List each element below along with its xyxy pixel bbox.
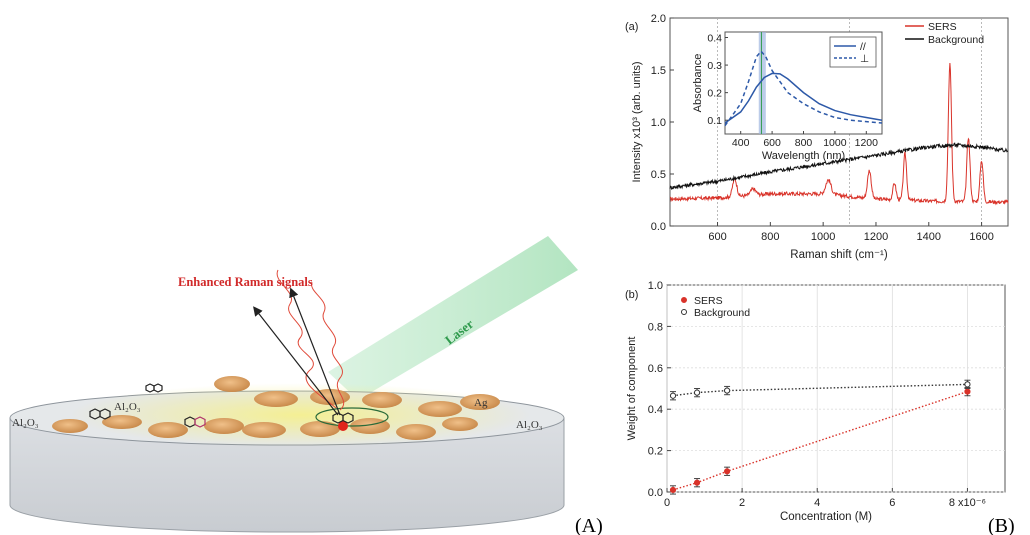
laser-beam — [328, 236, 578, 400]
enhanced-raman-label: Enhanced Raman signals — [178, 275, 313, 289]
y-tick-label: 2.0 — [651, 13, 666, 25]
legend-marker-sers — [681, 297, 687, 303]
ag-nanoparticles — [52, 376, 500, 440]
data-point-sers — [723, 468, 731, 475]
data-point-background — [669, 392, 677, 399]
inset-x-tick-label: 800 — [795, 137, 813, 149]
inset-legend-label: ⊥ — [860, 53, 869, 65]
y-tick-label: 0.5 — [651, 169, 666, 181]
legend-marker-background — [681, 309, 687, 315]
data-point-sers — [964, 388, 971, 395]
panel-label-b: (b) — [625, 289, 638, 301]
hot-spot — [338, 421, 348, 431]
series-line-background — [669, 142, 1009, 191]
x-axis-label: Concentration (M) — [780, 511, 872, 523]
inset-x-tick-label: 400 — [732, 137, 750, 149]
ag-label: Ag — [474, 397, 488, 409]
x-tick-label: 1200 — [864, 231, 888, 243]
laser-focus-ring — [315, 407, 389, 427]
legend-label-sers: SERS — [928, 21, 957, 33]
scatter-arrow-right — [289, 287, 341, 416]
inset-y-tick-label: 0.2 — [707, 88, 722, 100]
y-tick-label: 1.0 — [651, 117, 666, 129]
trend-line-sers — [672, 390, 968, 491]
raman-wave-right — [311, 281, 345, 411]
inset-series-parallel — [724, 72, 883, 124]
y-tick-label: 0.2 — [648, 446, 663, 458]
data-point-sers — [693, 479, 701, 486]
raman-spectrum-chart: 600 800 1000 1200 1400 1600 0.0 0.5 1.0 1.5 2.0 Ram… — [625, 13, 1009, 261]
panel-label-B: (B) — [988, 515, 1015, 535]
y-tick-label: 0.4 — [648, 404, 663, 416]
inset-legend-label: // — [860, 41, 866, 53]
x-tick-label: 6 — [889, 497, 895, 509]
y-axis-label: Weight of component — [626, 337, 638, 441]
inset-series-perpendicular — [724, 50, 883, 127]
y-tick-label: 1.0 — [648, 280, 663, 292]
trend-line-background — [672, 383, 968, 397]
analyte-molecules — [89, 383, 354, 428]
x-tick-label: 1000 — [811, 231, 835, 243]
inset-x-tick-label: 600 — [763, 137, 781, 149]
y-tick-label: 0.0 — [648, 487, 663, 499]
legend-label-background: Background — [694, 307, 750, 319]
inset-y-tick-label: 0.1 — [707, 115, 722, 127]
inset-x-axis-label: Wavelength (nm) — [762, 150, 845, 162]
dish-side — [9, 417, 565, 533]
x-tick-label: 2 — [739, 497, 745, 509]
inset-y-tick-label: 0.3 — [707, 60, 722, 72]
schematic-panel: Laser — [9, 236, 603, 535]
y-tick-label: 0.0 — [651, 221, 666, 233]
x-tick-label: 1400 — [917, 231, 941, 243]
data-point-sers — [669, 486, 677, 494]
y-tick-label: 0.8 — [648, 321, 663, 333]
data-point-background — [964, 381, 971, 388]
inset-y-axis-label: Absorbance — [692, 54, 704, 113]
inset-legend-box — [829, 36, 877, 68]
plasmon-glow — [70, 383, 530, 447]
data-point-background — [723, 387, 731, 394]
y-tick-label: 1.5 — [651, 65, 666, 77]
al2o3-left-label: Al₂O₃ — [12, 417, 39, 429]
y-axis-label: Intensity x10³ (arb. units) — [631, 61, 643, 182]
x-tick-label: 1600 — [969, 231, 993, 243]
scatter-arrow-left — [253, 306, 339, 416]
x-tick-label: 600 — [708, 231, 726, 243]
inset-x-tick-label: 1000 — [823, 137, 847, 149]
x-tick-label: 800 — [761, 231, 779, 243]
weight-component-chart: 0 2 4 6 8 x10⁻⁶ 0.0 0.2 0.4 0.6 0.8 1.0 Concentrati… — [625, 280, 1006, 523]
x-tick-label: 0 — [664, 497, 670, 509]
x-tick-label: 4 — [814, 497, 820, 509]
al2o3-center-label: Al₂O₃ — [114, 401, 141, 413]
series-line-sers — [669, 62, 1009, 206]
panel-label-A: (A) — [575, 515, 603, 535]
al2o3-right-label: Al₂O₃ — [516, 419, 543, 431]
data-point-background — [693, 389, 701, 396]
inset-y-tick-label: 0.4 — [707, 33, 722, 45]
legend-label-background: Background — [928, 34, 984, 46]
x-axis-label: Raman shift (cm⁻¹) — [790, 249, 888, 261]
panel-label-a: (a) — [625, 21, 638, 33]
inset-excitation-band — [758, 32, 766, 134]
y-tick-label: 0.6 — [648, 363, 663, 375]
x-tick-label: 8 x10⁻⁶ — [949, 497, 986, 509]
inset-x-tick-label: 1200 — [855, 137, 879, 149]
legend-label-sers: SERS — [694, 295, 723, 307]
